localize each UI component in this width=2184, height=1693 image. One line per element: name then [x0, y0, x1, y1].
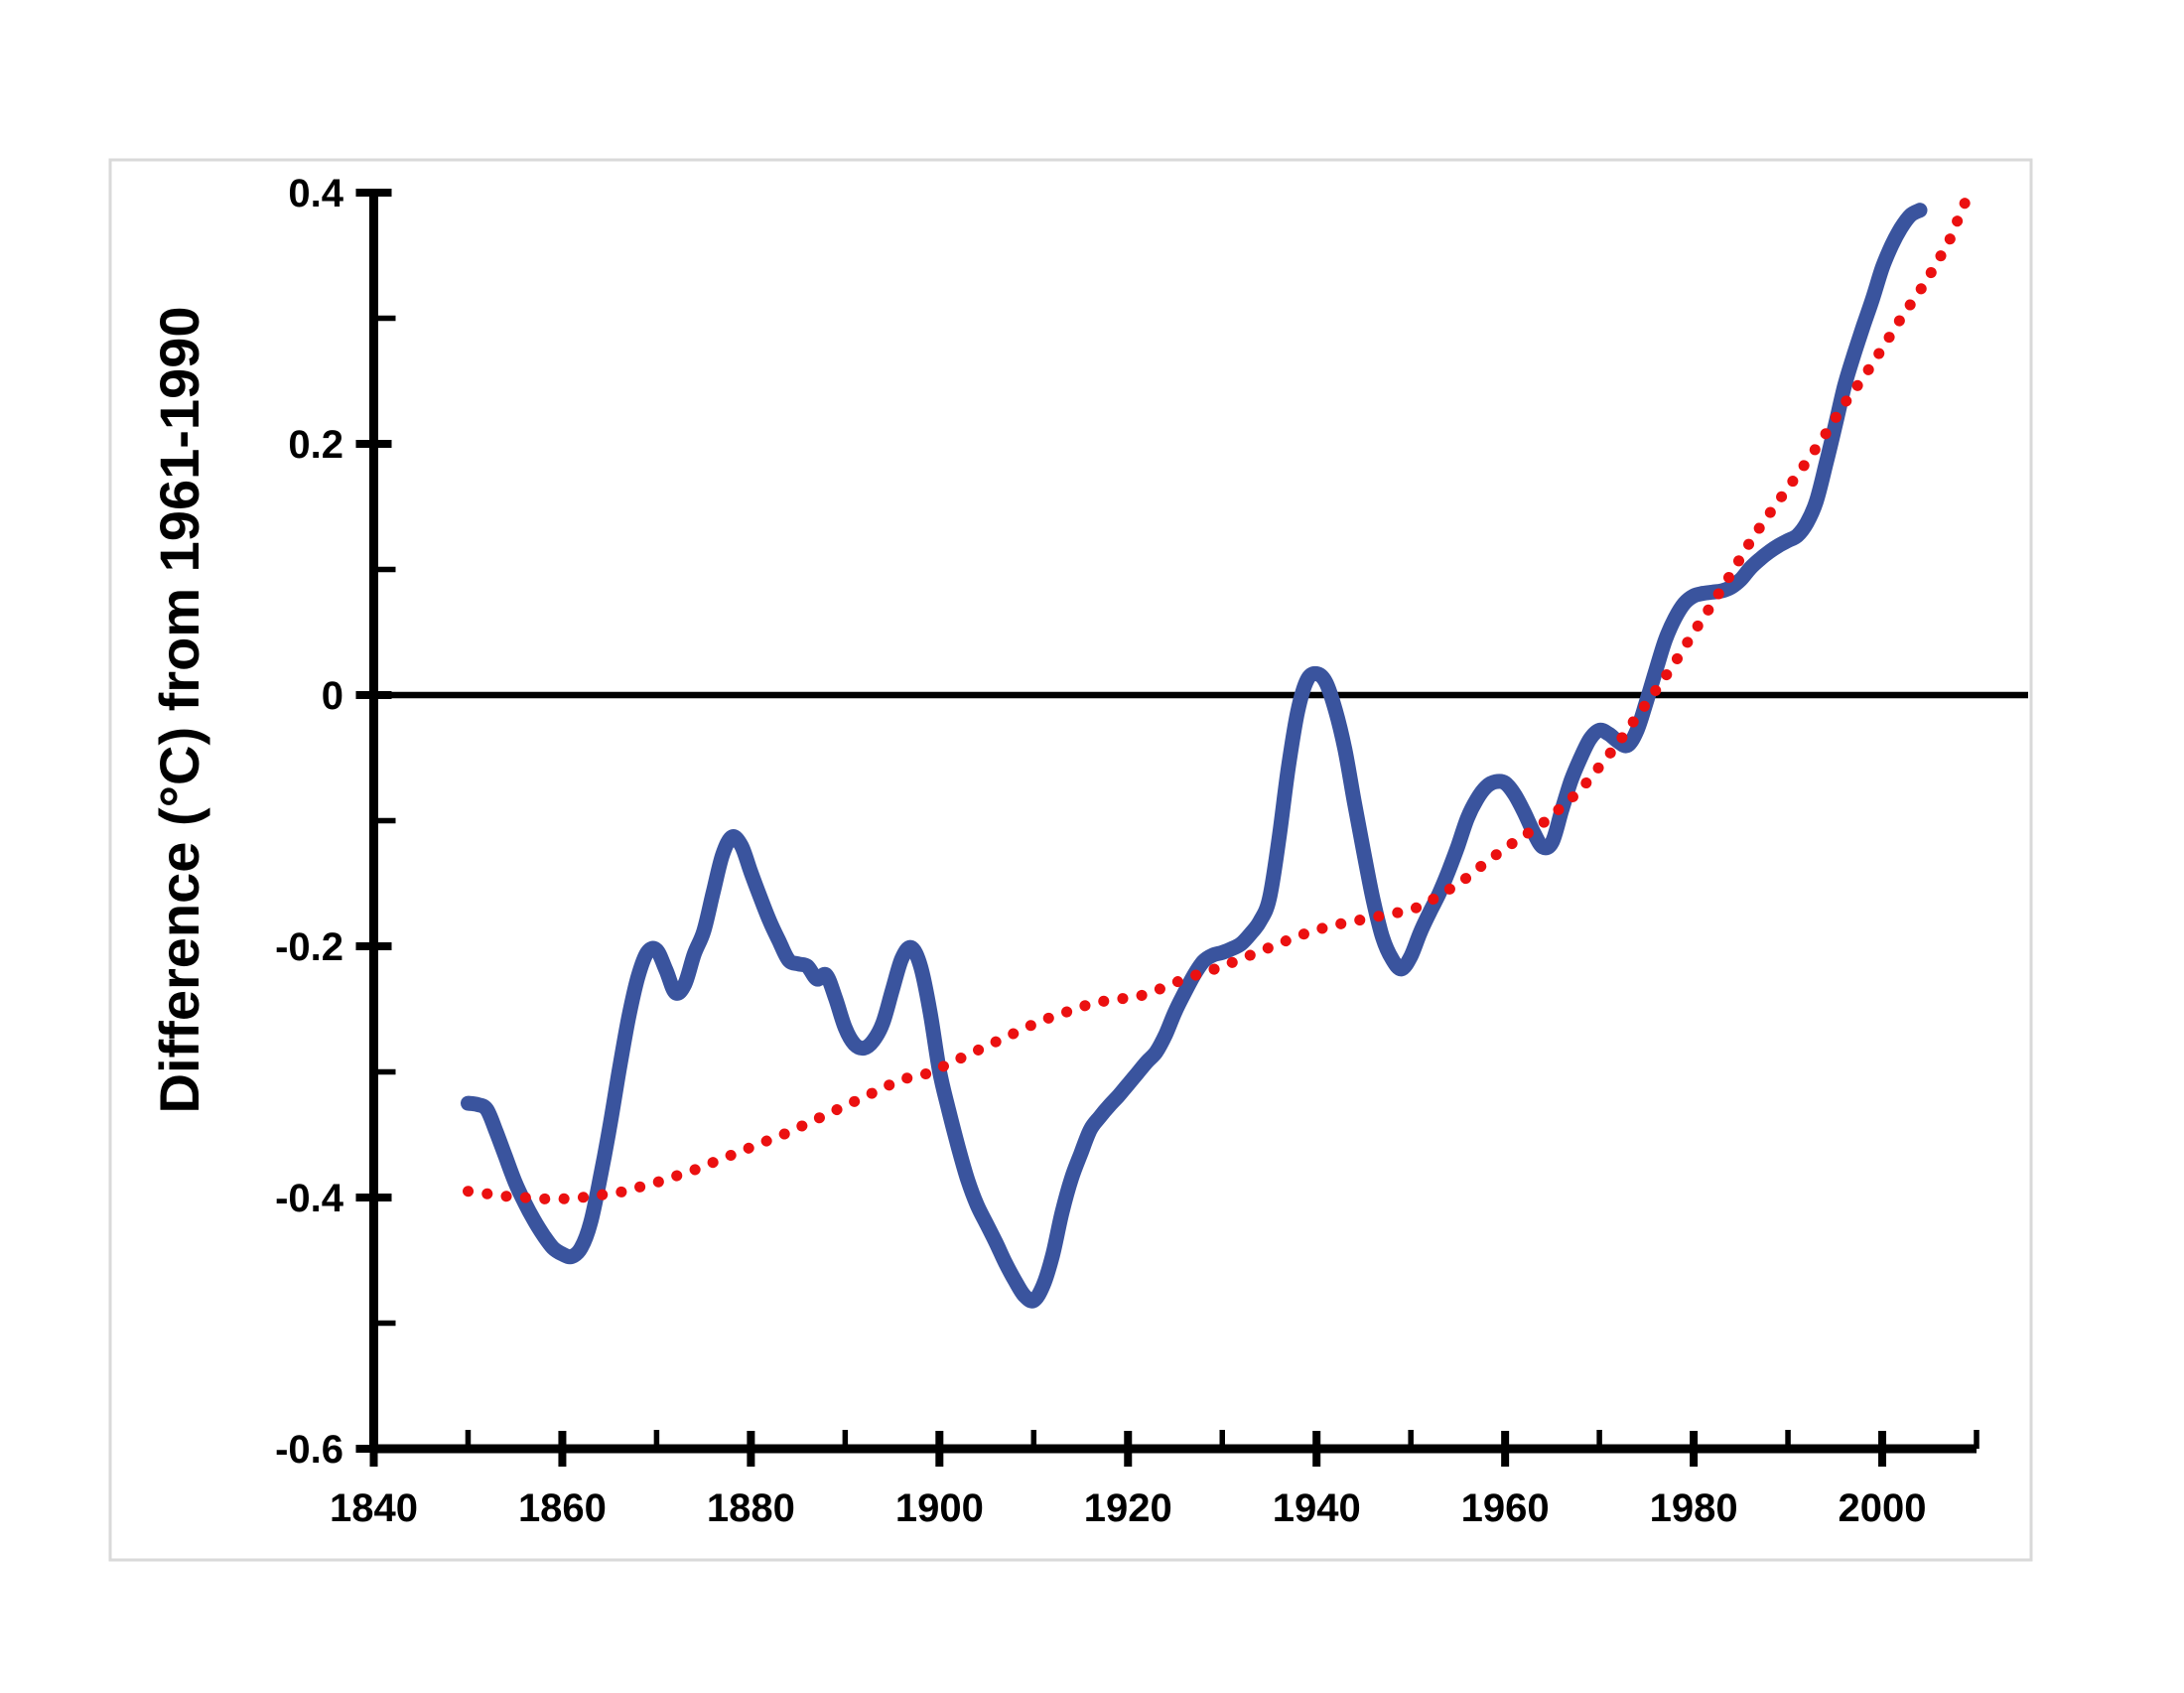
x-tick-label: 1880	[707, 1486, 795, 1530]
axes-layer	[355, 189, 2028, 1467]
y-tick-label: -0.4	[275, 1177, 344, 1220]
x-tick-label: 1900	[895, 1486, 984, 1530]
y-tick-label: -0.6	[275, 1428, 343, 1472]
y-axis-title: Difference (°C) from 1961-1990	[148, 307, 210, 1114]
y-tick-label: 0.4	[288, 172, 343, 215]
x-tick-label: 1940	[1273, 1486, 1361, 1530]
series-line-long-term-trend	[463, 192, 1973, 1204]
x-tick-label: 2000	[1839, 1486, 1927, 1530]
x-tick-label: 1960	[1461, 1486, 1550, 1530]
x-tick-label: 1980	[1650, 1486, 1738, 1530]
x-tick-label: 1840	[330, 1486, 418, 1530]
series-layer	[461, 192, 1973, 1309]
x-tick-label: 1860	[518, 1486, 607, 1530]
y-tick-label: -0.2	[275, 925, 343, 969]
x-tick-label: 1920	[1084, 1486, 1172, 1530]
chart-area-border	[108, 158, 2033, 1562]
labels-layer: 1840 1860 1880 1900 1920 1940 1960 1980 2000 0.4 0…	[275, 172, 1926, 1530]
y-tick-label: 0.2	[288, 423, 343, 467]
y-tick-label: 0	[322, 674, 343, 718]
